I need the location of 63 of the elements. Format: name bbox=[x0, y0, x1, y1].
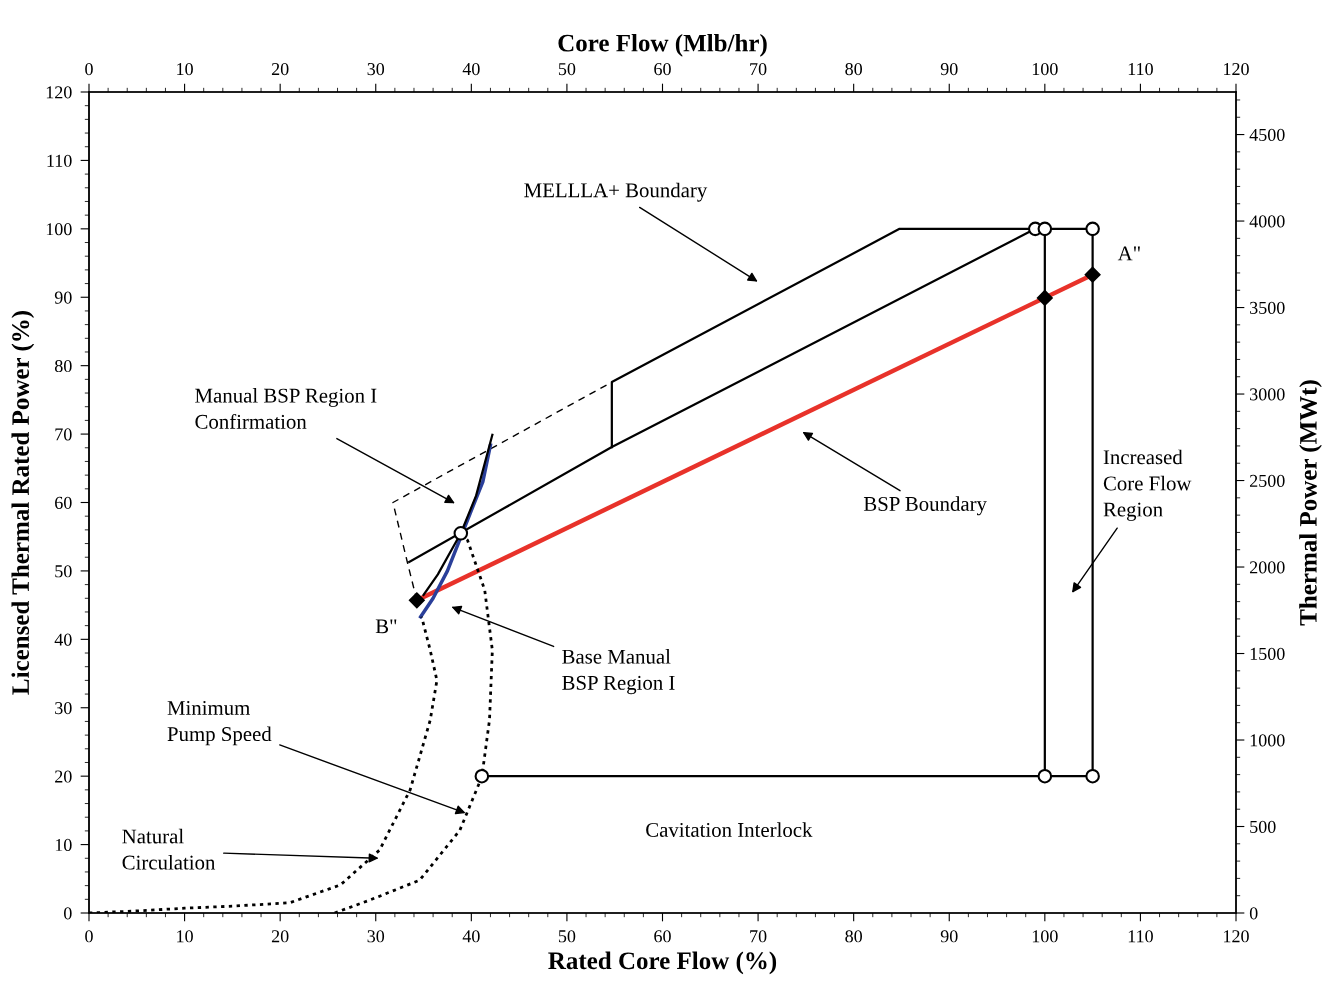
y2-tick-label: 1500 bbox=[1250, 647, 1285, 660]
x2-tick-label: 30 bbox=[367, 62, 385, 76]
annotation: Manual BSP Region I Confirmation bbox=[195, 388, 377, 429]
x2-tick-label: 10 bbox=[177, 62, 193, 76]
annotation: BSP Boundary bbox=[863, 496, 987, 516]
y2-tick-label: 3500 bbox=[1250, 301, 1285, 314]
annotation: Cavitation Interlock bbox=[646, 822, 813, 837]
x-tick-label: 50 bbox=[558, 930, 576, 943]
y-tick-label: 40 bbox=[54, 633, 72, 646]
x2-tick-label: 60 bbox=[654, 62, 671, 76]
x-tick-label: 60 bbox=[654, 930, 671, 943]
y-tick-label: 100 bbox=[46, 223, 72, 236]
y-tick-label: 0 bbox=[63, 907, 72, 920]
x-tick-label: 110 bbox=[1128, 930, 1153, 943]
y-tick-label: 10 bbox=[55, 838, 72, 852]
x2-tick-label: 40 bbox=[462, 62, 480, 76]
y-tick-label: 30 bbox=[55, 702, 72, 715]
x2-tick-label: 0 bbox=[85, 62, 93, 76]
annotation: Increased Core Flow Region bbox=[1103, 449, 1192, 521]
y-tick-label: 80 bbox=[54, 359, 72, 373]
x2-tick-label: 90 bbox=[940, 62, 958, 76]
y2-axis-title: Thermal Power (MWt) bbox=[1299, 380, 1322, 626]
y2-tick-label: 0 bbox=[1249, 907, 1258, 920]
x2-tick-label: 50 bbox=[558, 62, 576, 76]
x2-tick-label: 80 bbox=[845, 62, 863, 76]
y2-tick-label: 4500 bbox=[1249, 128, 1285, 141]
x2-tick-label: 120 bbox=[1224, 62, 1249, 76]
x2-axis-title: Core Flow (Mlb/hr) bbox=[558, 33, 767, 57]
x-tick-label: 0 bbox=[85, 930, 93, 943]
x-axis-title: Rated Core Flow (%) bbox=[548, 951, 777, 975]
x-tick-label: 40 bbox=[462, 930, 480, 943]
y-tick-label: 70 bbox=[55, 428, 72, 441]
x2-tick-label: 20 bbox=[271, 62, 289, 76]
annotation: Natural Circulation bbox=[122, 828, 216, 870]
x-tick-label: 100 bbox=[1032, 930, 1058, 943]
y2-tick-label: 2000 bbox=[1249, 561, 1285, 574]
y-axis-title: Licensed Thermal Rated Power (%) bbox=[11, 311, 35, 695]
y-tick-label: 120 bbox=[46, 86, 72, 99]
x-tick-label: 80 bbox=[845, 930, 863, 943]
y2-tick-label: 2500 bbox=[1249, 474, 1285, 487]
annotation: A" bbox=[1117, 246, 1140, 261]
x-tick-label: 20 bbox=[271, 930, 289, 943]
y-tick-label: 90 bbox=[54, 291, 72, 304]
y-tick-label: 20 bbox=[55, 770, 72, 783]
annotation: MELLLA+ Boundary bbox=[524, 182, 708, 202]
annotation: B" bbox=[375, 619, 397, 634]
annotation: Minimum Pump Speed bbox=[167, 700, 272, 746]
y2-tick-label: 4000 bbox=[1249, 215, 1285, 228]
y-tick-label: 50 bbox=[55, 565, 72, 578]
x-tick-label: 10 bbox=[177, 930, 193, 943]
x2-tick-label: 110 bbox=[1128, 62, 1153, 76]
x2-tick-label: 100 bbox=[1032, 62, 1058, 76]
x-tick-label: 90 bbox=[940, 930, 958, 943]
y2-tick-label: 500 bbox=[1250, 820, 1276, 833]
x-tick-label: 120 bbox=[1224, 930, 1249, 943]
x-tick-label: 30 bbox=[367, 930, 385, 943]
y-tick-label: 110 bbox=[47, 154, 72, 167]
y-tick-label: 60 bbox=[55, 496, 72, 509]
x-tick-label: 70 bbox=[750, 930, 767, 943]
annotation: Base Manual BSP Region I bbox=[562, 649, 675, 695]
x2-tick-label: 70 bbox=[750, 62, 767, 76]
y2-tick-label: 1000 bbox=[1250, 734, 1285, 747]
y2-tick-label: 3000 bbox=[1250, 388, 1285, 401]
